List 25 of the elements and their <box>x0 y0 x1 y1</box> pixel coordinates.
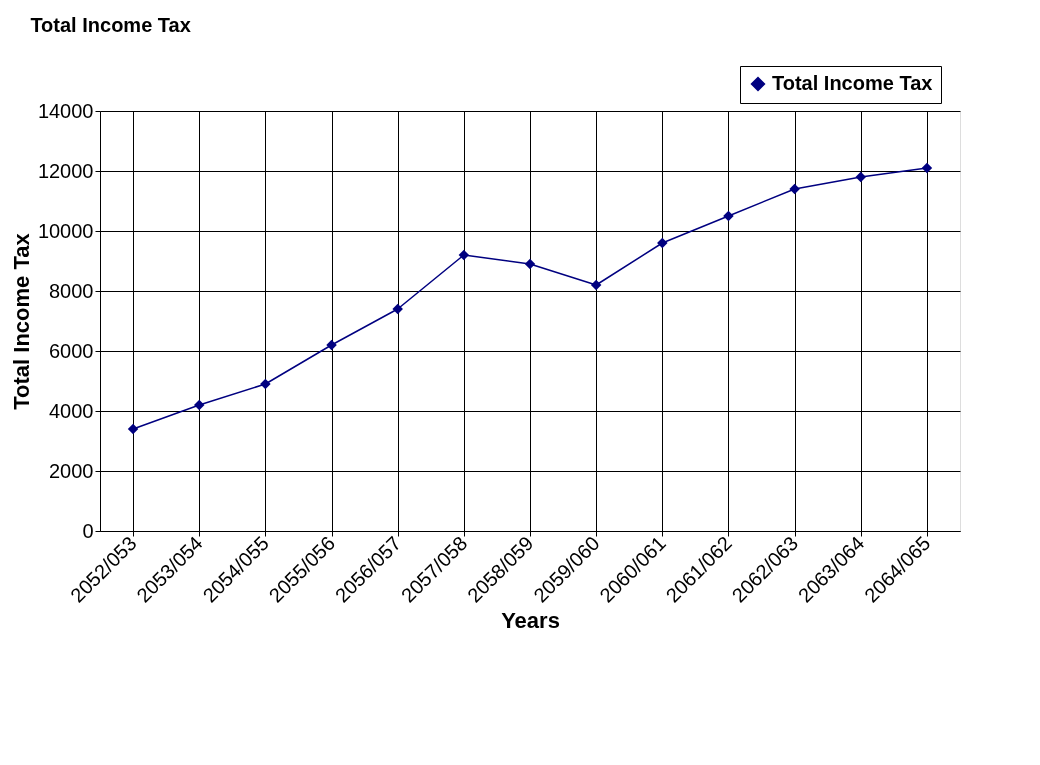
point <box>392 303 403 315</box>
y-tick-label: 10000 <box>37 219 94 242</box>
chart-title: Total Income Tax <box>30 13 191 36</box>
y-tick-label: 12000 <box>37 159 94 182</box>
legend-label: Total Income Tax <box>772 72 933 94</box>
point <box>723 210 734 222</box>
point <box>326 339 337 351</box>
x-axis-title: Years <box>501 607 560 633</box>
point <box>590 279 602 291</box>
y-tick-label: 0 <box>82 519 94 542</box>
point <box>260 378 271 390</box>
y-tick-label: 6000 <box>49 339 94 362</box>
y-tick-label: 4000 <box>49 399 94 422</box>
point <box>657 237 668 249</box>
y-tick-label: 14000 <box>37 99 94 122</box>
y-axis-title: Total Income Tax <box>8 232 34 410</box>
point <box>855 171 867 183</box>
point <box>789 183 800 195</box>
point <box>524 258 536 270</box>
y-tick-label: 8000 <box>49 279 94 302</box>
point <box>127 423 139 435</box>
point <box>193 399 205 411</box>
point <box>921 162 933 174</box>
y-tick-label: 2000 <box>49 459 94 482</box>
point <box>458 249 470 261</box>
